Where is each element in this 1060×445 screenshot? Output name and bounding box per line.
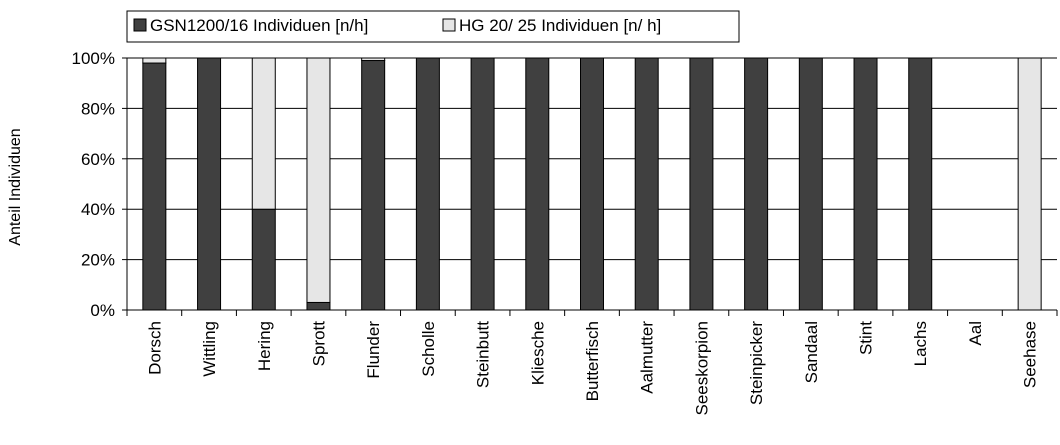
axes: [126, 58, 1057, 311]
y-tick-label: 60%: [81, 150, 115, 169]
bar-segment-gsn-hering: [251, 208, 276, 311]
x-tick-label-stint: Stint: [857, 321, 876, 355]
bar-segment-hg-dorsch: [142, 57, 167, 64]
x-tick-label-kliesche: Kliesche: [528, 321, 547, 385]
bar-segment-gsn-steinbutt: [470, 57, 495, 311]
x-tick-label-seeskorpion: Seeskorpion: [692, 321, 711, 416]
x-tick-label-steinbutt: Steinbutt: [474, 321, 493, 388]
legend-swatch-hg: [442, 18, 456, 32]
bar-segment-gsn-kliesche: [525, 57, 550, 311]
x-tick-label-hering: Hering: [255, 321, 274, 371]
bar-segment-gsn-flunder: [361, 60, 386, 311]
x-tick-label-flunder: Flunder: [364, 321, 383, 379]
bar-segment-gsn-sandaal: [798, 57, 823, 311]
x-tick-label-lachs: Lachs: [911, 321, 930, 366]
x-tick-label-butterfisch: Butterfisch: [583, 321, 602, 401]
y-tick-label: 100%: [72, 49, 115, 68]
y-tick-label: 40%: [81, 200, 115, 219]
bar-segment-hg-seehase: [1017, 57, 1042, 311]
x-tick-label-wittling: Wittling: [200, 321, 219, 377]
x-tick-label-aal: Aal: [966, 321, 985, 346]
bar-segment-gsn-butterfisch: [580, 57, 604, 311]
bar-segment-gsn-wittling: [197, 57, 222, 311]
x-tick-label-aalmutter: Aalmutter: [638, 321, 657, 394]
bar-segment-gsn-sprott: [306, 301, 331, 311]
x-tick-label-scholle: Scholle: [419, 321, 438, 377]
y-axis-title: Anteil Individuen: [7, 128, 24, 245]
bar-segment-gsn-steinpicker: [744, 57, 769, 311]
x-tick-label-sandaal: Sandaal: [802, 321, 821, 383]
y-tick-label: 20%: [81, 251, 115, 270]
legend-swatch-gsn: [133, 18, 147, 32]
legend: GSN1200/16 Individuen [n/h] HG 20/ 25 In…: [126, 10, 740, 43]
y-tick-labels: 0% 20% 40% 60% 80% 100%: [72, 49, 127, 320]
x-tick-label-sprott: Sprott: [309, 321, 328, 367]
bar-segment-gsn-dorsch: [142, 62, 167, 311]
y-tick-label: 80%: [81, 99, 115, 118]
bar-segment-gsn-seeskorpion: [689, 57, 714, 311]
bars: [142, 57, 1042, 311]
legend-box: [126, 10, 740, 43]
bar-segment-gsn-stint: [853, 57, 878, 311]
bar-segment-gsn-aalmutter: [634, 57, 659, 311]
bar-segment-gsn-lachs: [908, 57, 933, 311]
bar-segment-gsn-scholle: [415, 57, 440, 311]
x-tick-labels: Dorsch Wittling Hering Sprott Flunder Scholle…: [126, 310, 1058, 416]
x-tick-label-steinpicker: Steinpicker: [747, 321, 766, 405]
bar-segment-hg-flunder: [361, 57, 386, 62]
x-tick-label-dorsch: Dorsch: [145, 321, 164, 375]
y-tick-label: 0%: [90, 301, 115, 320]
bar-segment-hg-sprott: [306, 57, 331, 303]
legend-label-gsn: GSN1200/16 Individuen [n/h]: [150, 16, 368, 35]
legend-label-hg: HG 20/ 25 Individuen [n/ h]: [459, 16, 661, 35]
bar-segment-hg-hering: [251, 57, 276, 210]
x-tick-label-seehase: Seehase: [1021, 321, 1040, 388]
